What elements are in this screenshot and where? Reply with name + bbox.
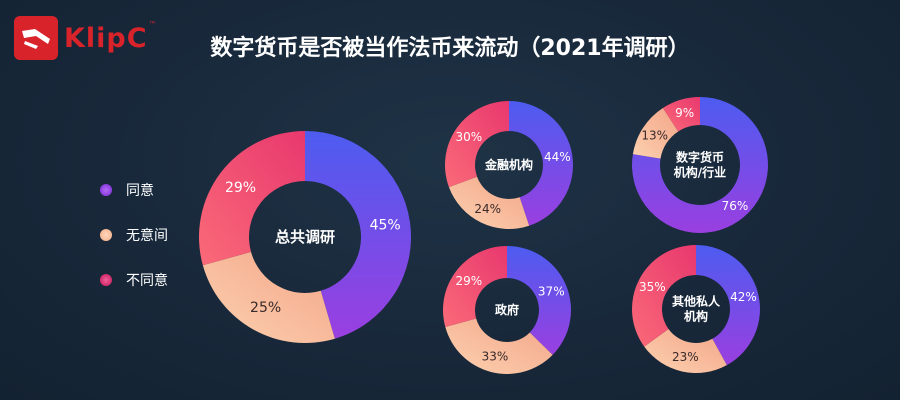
slice-disagree xyxy=(443,246,507,328)
data-label-agree: 37% xyxy=(538,284,565,298)
slice-disagree xyxy=(632,245,696,347)
legend-dot-agree xyxy=(100,184,112,196)
slice-agree xyxy=(305,131,412,339)
data-label-indifferent: 33% xyxy=(482,349,509,363)
legend-label-agree: 同意 xyxy=(126,183,154,199)
logo-badge-icon xyxy=(14,16,58,60)
legend-item-indifferent: 无意间 xyxy=(100,225,168,245)
data-label-disagree: 9% xyxy=(675,106,694,120)
donut-center-title: 政府 xyxy=(495,302,519,317)
slice-indifferent xyxy=(632,108,679,159)
data-label-indifferent: 23% xyxy=(672,350,699,364)
donut-chart-2: 76% 13% 9% 数字货币机构/行业 xyxy=(632,97,769,234)
logo-trademark: ™ xyxy=(148,20,157,29)
slice-indifferent xyxy=(644,328,727,374)
legend-dot-disagree xyxy=(100,274,112,286)
data-label-disagree: 35% xyxy=(639,280,666,294)
legend-label-disagree: 不同意 xyxy=(126,273,168,289)
slice-disagree xyxy=(662,97,700,132)
chart-title: 数字货币是否被当作法币来流动（2021年调研） xyxy=(210,36,690,61)
klipc-logo: KlipC ™ xyxy=(14,16,157,60)
legend-item-agree: 同意 xyxy=(100,180,168,200)
slice-agree xyxy=(632,97,769,234)
data-label-indifferent: 24% xyxy=(474,202,501,216)
donut-center-title: 数字货币机构/行业 xyxy=(674,150,726,180)
data-label-disagree: 29% xyxy=(225,180,256,196)
slice-indifferent xyxy=(445,318,553,374)
logo-text: KlipC xyxy=(64,22,148,54)
data-label-indifferent: 25% xyxy=(250,300,281,316)
data-label-disagree: 30% xyxy=(455,130,482,144)
legend-label-indifferent: 无意间 xyxy=(126,228,168,244)
data-label-disagree: 29% xyxy=(455,274,482,288)
slice-disagree xyxy=(199,131,305,266)
slice-agree xyxy=(696,245,760,366)
legend-dot-indifferent xyxy=(100,229,112,241)
data-label-agree: 45% xyxy=(370,217,401,233)
donut-center-title: 其他私人机构 xyxy=(672,294,721,324)
slice-disagree xyxy=(444,101,509,188)
slice-indifferent xyxy=(448,176,530,229)
donut-chart-4: 42% 23% 35% 其他私人机构 xyxy=(632,245,760,374)
slice-agree xyxy=(509,100,574,226)
donut-center-title: 金融机构 xyxy=(484,157,533,172)
data-label-agree: 44% xyxy=(544,150,571,164)
donut-chart-0: 45% 25% 29% 总共调研 xyxy=(199,131,412,343)
data-label-agree: 76% xyxy=(722,199,749,213)
data-label-agree: 42% xyxy=(730,290,757,304)
data-label-indifferent: 13% xyxy=(641,129,668,143)
donut-center-title: 总共调研 xyxy=(275,228,335,246)
slice-agree xyxy=(507,246,571,355)
legend-item-disagree: 不同意 xyxy=(100,270,168,290)
donut-chart-3: 37% 33% 29% 政府 xyxy=(443,246,571,374)
donut-chart-1: 44% 24% 30%金融机构 xyxy=(444,100,574,229)
legend: 同意 无意间 不同意 xyxy=(100,180,168,315)
slice-indifferent xyxy=(202,251,335,343)
